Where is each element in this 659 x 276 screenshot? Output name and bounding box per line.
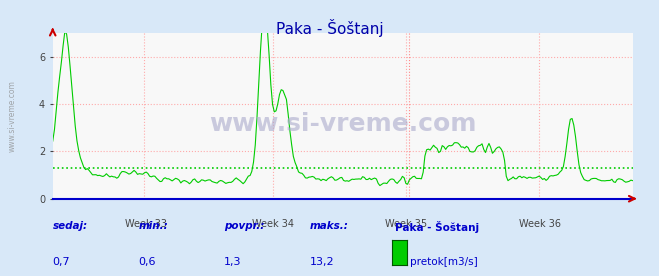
Text: povpr.:: povpr.: (224, 221, 264, 231)
Text: 13,2: 13,2 (310, 257, 334, 267)
Text: www.si-vreme.com: www.si-vreme.com (209, 112, 476, 136)
Text: Paka - Šoštanj: Paka - Šoštanj (275, 19, 384, 37)
Text: Week 33: Week 33 (125, 219, 167, 229)
Text: pretok[m3/s]: pretok[m3/s] (410, 257, 478, 267)
Text: 0,7: 0,7 (53, 257, 71, 267)
Text: min.:: min.: (138, 221, 168, 231)
Text: sedaj:: sedaj: (53, 221, 88, 231)
Text: Paka - Šoštanj: Paka - Šoštanj (395, 221, 480, 233)
Text: www.si-vreme.com: www.si-vreme.com (8, 80, 17, 152)
Text: 0,6: 0,6 (138, 257, 156, 267)
Text: 1,3: 1,3 (224, 257, 242, 267)
Text: maks.:: maks.: (310, 221, 349, 231)
Text: Week 36: Week 36 (519, 219, 561, 229)
Text: Week 34: Week 34 (252, 219, 294, 229)
Text: Week 35: Week 35 (386, 219, 428, 229)
